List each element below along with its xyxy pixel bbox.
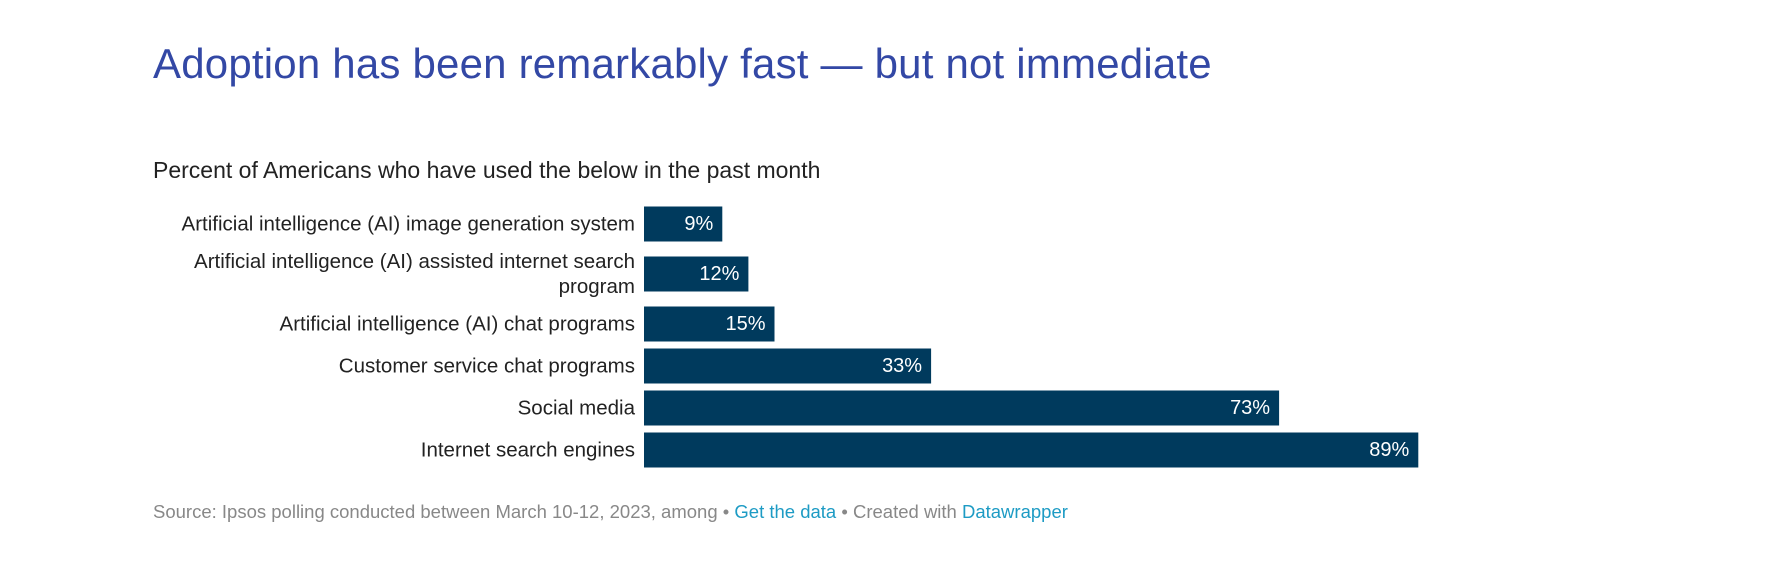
bar bbox=[644, 348, 932, 384]
category-label-line: Customer service chat programs bbox=[339, 355, 635, 378]
bar-value-label: 33% bbox=[882, 355, 922, 377]
category-label-line: Artificial intelligence (AI) chat progra… bbox=[280, 313, 635, 336]
bar bbox=[644, 390, 1280, 426]
category-label: Artificial intelligence (AI) chat progra… bbox=[280, 313, 635, 336]
bar bbox=[644, 306, 775, 342]
category-label-line: Social media bbox=[518, 397, 636, 420]
bar bbox=[644, 256, 749, 292]
bar-value-label: 9% bbox=[684, 213, 713, 235]
footer-separator: • bbox=[722, 501, 730, 522]
category-label: Artificial intelligence (AI) assisted in… bbox=[194, 250, 635, 298]
footer-separator: • bbox=[841, 501, 848, 522]
datawrapper-link[interactable]: Datawrapper bbox=[961, 501, 1068, 522]
bar-value-label: 89% bbox=[1369, 439, 1409, 461]
bar-value-label: 73% bbox=[1230, 397, 1270, 419]
bar bbox=[644, 206, 723, 242]
bar-value-label: 15% bbox=[725, 313, 765, 335]
category-label: Customer service chat programs bbox=[339, 355, 635, 378]
category-label: Artificial intelligence (AI) image gener… bbox=[182, 213, 635, 236]
category-label-line: Internet search engines bbox=[421, 439, 635, 462]
get-the-data-link[interactable]: Get the data bbox=[734, 501, 837, 522]
bar-value-label: 12% bbox=[699, 263, 739, 285]
bar bbox=[644, 432, 1419, 468]
chart-subtitle: Percent of Americans who have used the b… bbox=[153, 157, 821, 183]
category-label-line: program bbox=[559, 275, 635, 298]
category-label: Internet search engines bbox=[421, 439, 635, 462]
category-label-line: Artificial intelligence (AI) assisted in… bbox=[194, 250, 635, 273]
category-label-line: Artificial intelligence (AI) image gener… bbox=[182, 213, 635, 236]
category-label: Social media bbox=[518, 397, 636, 420]
chart-headline: Adoption has been remarkably fast — but … bbox=[153, 40, 1212, 87]
chart-footer: Source: Ipsos polling conducted between … bbox=[153, 501, 1068, 523]
created-with-text: Created with bbox=[852, 501, 957, 522]
source-note: Source: Ipsos polling conducted between … bbox=[153, 501, 718, 522]
